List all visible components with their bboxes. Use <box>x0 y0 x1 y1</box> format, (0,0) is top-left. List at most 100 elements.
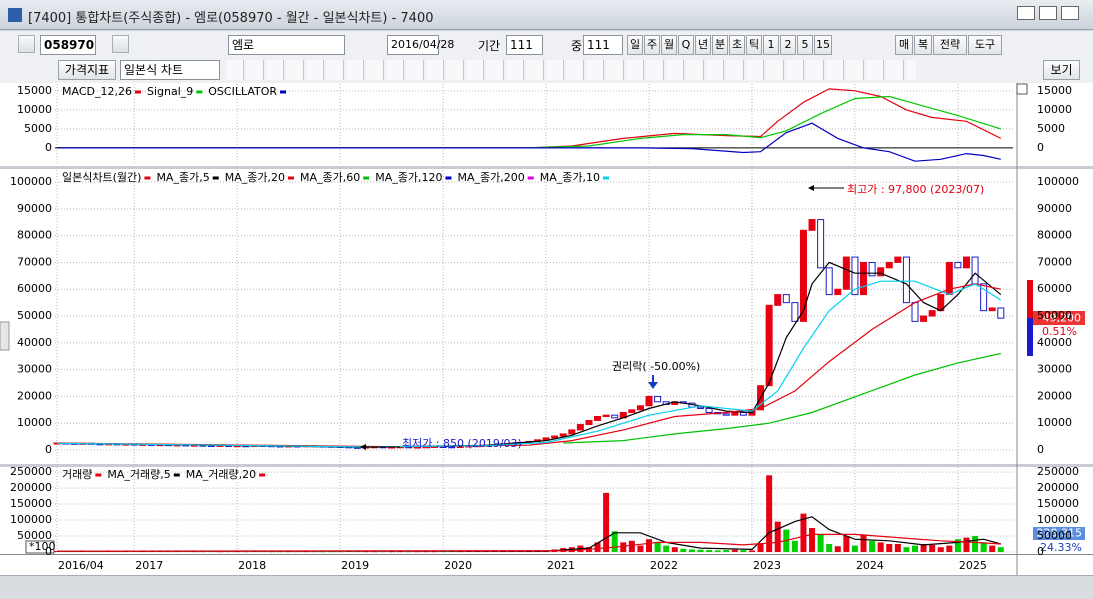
volume-bar <box>963 537 970 552</box>
period-button[interactable]: 1 <box>763 35 779 55</box>
price-box <box>1033 311 1085 325</box>
line <box>56 533 1001 552</box>
volume-bar <box>388 551 395 553</box>
volume-bar <box>860 534 867 552</box>
candle <box>997 307 1005 319</box>
y-tick-label: 60000 <box>17 282 52 295</box>
period-button[interactable]: 년 <box>695 35 711 55</box>
period-button[interactable]: 틱 <box>746 35 762 55</box>
volume-bar <box>397 551 404 553</box>
chart-kind-select[interactable]: 일본식 차트 <box>120 60 220 80</box>
volume-bar <box>337 551 344 553</box>
last-price: 49,200 <box>1043 312 1082 325</box>
period-input[interactable]: 111 <box>506 35 543 55</box>
volume-bar <box>757 543 764 552</box>
period-button[interactable]: 15 <box>814 35 832 55</box>
period-label: 기간 <box>478 39 501 53</box>
y-tick-label-right: 80000 <box>1037 229 1072 242</box>
line <box>57 122 1001 162</box>
volume-bar <box>362 551 369 553</box>
minimize[interactable] <box>1017 6 1035 20</box>
code-input[interactable]: 058970 <box>40 35 96 55</box>
period-button[interactable]: 분 <box>712 35 728 55</box>
volume-bar <box>259 551 266 553</box>
volume-bar <box>654 542 661 552</box>
maximize[interactable] <box>1039 6 1057 20</box>
panel-menu[interactable] <box>1016 83 1028 95</box>
y-tick-label: 30000 <box>17 363 52 376</box>
period-button[interactable]: 일 <box>627 35 643 55</box>
legend-label: MA_종가,120 <box>375 171 442 184</box>
volume-bar <box>817 534 824 552</box>
volume-bar <box>242 551 249 553</box>
volume-bar <box>920 543 927 552</box>
y-tick-label-right: 40000 <box>1037 336 1072 349</box>
candle <box>654 395 662 403</box>
name-input[interactable]: 엠로 <box>228 35 345 55</box>
tool-button[interactable]: 매 <box>895 35 913 55</box>
period-button[interactable]: 5 <box>797 35 813 55</box>
volume-bar <box>972 536 979 552</box>
line <box>57 516 1001 552</box>
tool-button[interactable]: 도구 <box>968 35 1002 55</box>
legend-label: Signal_9 <box>147 85 193 98</box>
legend-label: MA_종가,5 <box>156 171 209 184</box>
y-tick-label-right: 15000 <box>1037 84 1072 97</box>
period-button[interactable]: 주 <box>644 35 660 55</box>
y-tick-label-right: 10000 <box>1037 416 1072 429</box>
candle <box>731 411 739 416</box>
volume-bar <box>611 531 618 552</box>
volume-bar <box>723 550 730 552</box>
period-button[interactable]: 2 <box>780 35 796 55</box>
legend-swatch <box>173 473 180 477</box>
period-button[interactable]: 월 <box>661 35 677 55</box>
last-change: 0.51% <box>1042 325 1077 338</box>
volume-bar <box>731 549 738 552</box>
search-button[interactable] <box>112 35 129 53</box>
volume-bar <box>869 540 876 552</box>
high-note: 최고가 : 97,800 (2023/07) <box>847 183 984 196</box>
low-arrowhead <box>360 444 366 450</box>
candle <box>860 261 868 296</box>
tool-button[interactable]: 전략 <box>933 35 967 55</box>
tool-button[interactable]: 복 <box>914 35 932 55</box>
period-button[interactable]: 초 <box>729 35 745 55</box>
y-tick-label: 100000 <box>10 513 52 526</box>
candle <box>954 261 962 269</box>
legend-swatch <box>212 176 219 180</box>
candle <box>645 395 653 407</box>
close[interactable] <box>1061 6 1079 20</box>
unit-note: *100 <box>29 540 56 553</box>
volume-bar <box>800 513 807 552</box>
volume-bar <box>457 551 464 553</box>
x-tick-label: 2019 <box>341 559 369 572</box>
volume-bar <box>663 545 670 552</box>
y-tick-label: 50000 <box>17 309 52 322</box>
volume-bar <box>851 545 858 552</box>
period-button[interactable]: Q <box>678 35 694 55</box>
line <box>56 280 1002 448</box>
legend-label: OSCILLATOR <box>208 85 277 98</box>
y-tick-label-right: 10000 <box>1037 103 1072 116</box>
volume-bar <box>199 551 206 553</box>
legend-label: 거래량 <box>62 468 92 481</box>
market-button[interactable] <box>18 35 35 53</box>
indicator-button[interactable]: 가격지표 <box>58 60 116 80</box>
x-tick-label: 2021 <box>547 559 575 572</box>
candle <box>885 261 893 269</box>
side-toggle[interactable] <box>0 321 10 351</box>
date-input[interactable]: 2016/04/28 <box>387 35 454 55</box>
view-button[interactable]: 보기 <box>1043 60 1080 80</box>
drawing-tools[interactable] <box>226 60 916 80</box>
candle <box>765 304 773 387</box>
volume-bar <box>285 551 292 553</box>
count-input[interactable]: 111 <box>583 35 623 55</box>
legend-swatch <box>259 473 266 477</box>
volume-bar <box>886 543 893 552</box>
y-tick-label: 100000 <box>10 175 52 188</box>
candle <box>791 302 799 322</box>
legend-label: MA_종가,10 <box>540 171 600 184</box>
rights-note: 권리락( -50.00%) <box>612 360 700 373</box>
volume-bar <box>912 545 918 552</box>
